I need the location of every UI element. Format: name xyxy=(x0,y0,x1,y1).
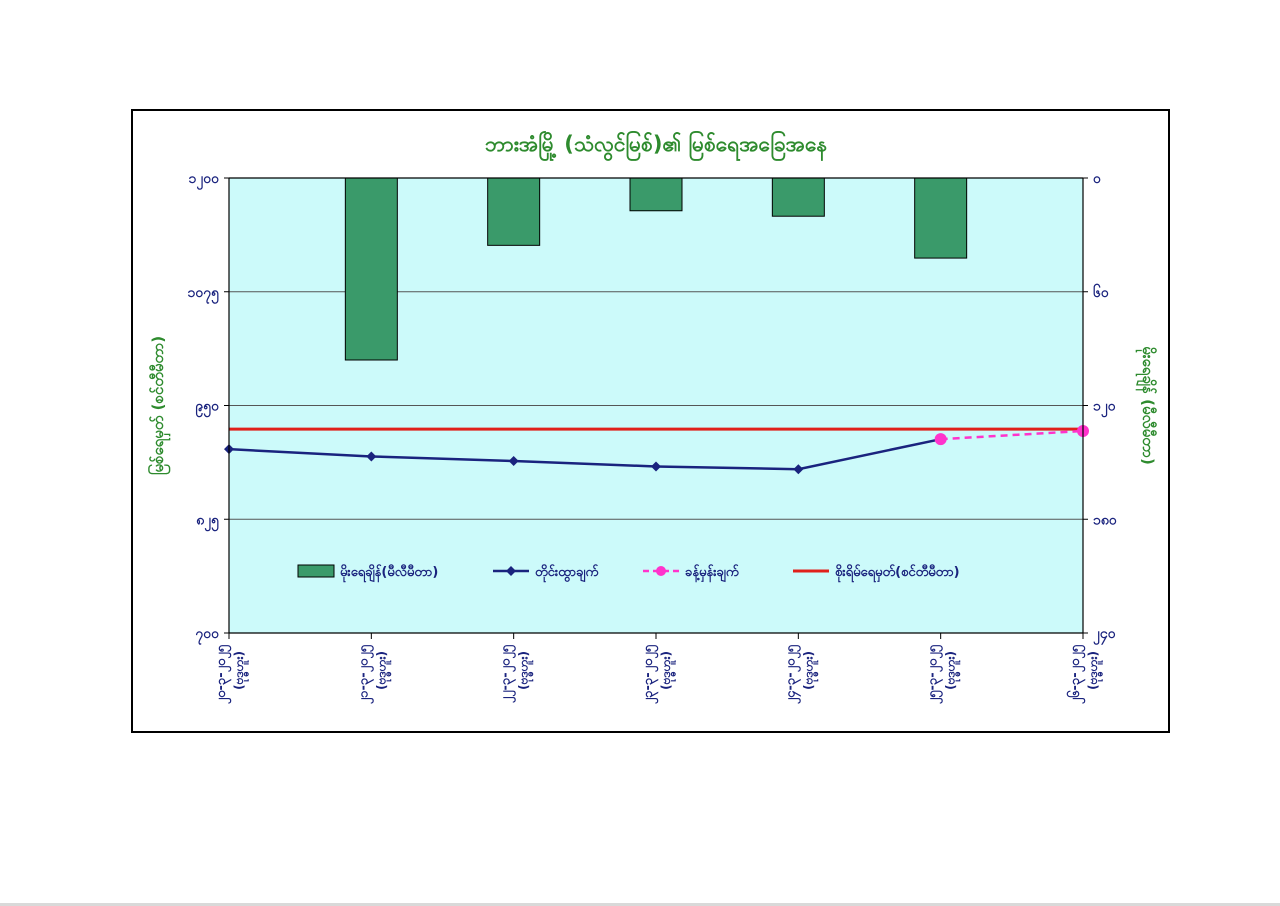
measured-point xyxy=(366,451,377,462)
category-day: (ဗုဒ္ဓဟူး) xyxy=(374,651,392,690)
y-left-tick-label: ၁၀၇၅ xyxy=(188,285,221,304)
category-day: (ဗုဒ္ဓဟူး) xyxy=(801,651,819,690)
y-left-tick-label: ၇၀၀ xyxy=(195,626,220,645)
rainfall-bar xyxy=(344,177,398,361)
category-label: ၂၁-၃-၂၀၂၅ (ဗုဒ္ဓဟူး) xyxy=(356,644,392,704)
category-date: ၂၅-၃-၂၀၂၅ xyxy=(926,644,944,704)
y-right-tick-label: ၁၂၀ xyxy=(1093,399,1117,418)
rainfall-bar xyxy=(914,177,968,259)
legend-marker xyxy=(656,566,666,576)
legend-item: စိုးရိမ်ရေမှတ်(စင်တီမီတာ) xyxy=(793,563,960,583)
y-right-tick-label: ၂၄၀ xyxy=(1093,626,1117,645)
category-label: ၂၆-၃-၂၀၂၅ (ဗုဒ္ဓဟူး) xyxy=(1066,644,1104,704)
legend: မိုးရေချိန်(မီလီမီတာ) တိုင်းထွာချက် ခန့်မှ… xyxy=(297,563,960,583)
axes xyxy=(224,177,1088,639)
category-date: ၂၆-၃-၂၀၂၅ xyxy=(1066,644,1086,704)
page-bottom-rule xyxy=(0,903,1280,906)
rainfall-bar xyxy=(487,177,541,246)
category-label: ၂၂-၃-၂၀၂၅ (ဗုဒ္ဓဟူး) xyxy=(499,644,535,703)
legend-item: တိုင်းထွာချက် xyxy=(493,563,598,583)
legend-label: စိုးရိမ်ရေမှတ်(စင်တီမီတာ) xyxy=(835,563,960,583)
forecast-point xyxy=(934,433,947,446)
rainfall-bar xyxy=(771,177,825,217)
y-left-tick-label: ၉၅၀ xyxy=(195,399,220,418)
legend-item: မိုးရေချိန်(မီလီမီတာ) xyxy=(297,563,438,583)
y-right-tick-label: ၁၈၀ xyxy=(1093,512,1118,528)
y-left-tick-label: ၁၂၀၀ xyxy=(188,171,220,190)
category-date: ၂၃-၃-၂၀၂၅ xyxy=(641,644,659,704)
legend-label: မိုးရေချိန်(မီလီမီတာ) xyxy=(340,563,438,583)
chart-frame: ၁၂၀၀ ၁၀၇၅ ၉၅၀ ၈၂၅ ၇၀၀၀၆၀ ၁၂၀ ၁၈၀ ၂၄၀ ၂၀-၃-၂၀၂၅(… xyxy=(131,109,1170,733)
rainfall-bar xyxy=(629,177,683,212)
legend-item: ခန့်မှန်းချက် xyxy=(643,563,739,583)
chart-title: ဘားအံမြို့ (သံလွင်မြစ်)၏ မြစ်ရေအခြေအနေ xyxy=(485,129,828,162)
measured-point xyxy=(651,461,661,472)
category-label: ၂၀-၃-၂၀၂၅ (ဗုဒ္ဓဟူး) xyxy=(214,644,250,704)
category-day: (ဗုဒ္ဓဟူး) xyxy=(232,651,250,690)
category-label: ၂၃-၃-၂၀၂၅ (ဗုဒ္ဓဟူး) xyxy=(641,644,677,704)
category-date: ၂၁-၃-၂၀၂၅ xyxy=(356,644,374,704)
y-right-tick-label: ၀ xyxy=(1093,171,1102,187)
legend-swatch-bar xyxy=(297,564,335,578)
category-labels: ၂၀-၃-၂၀၂၅ (ဗုဒ္ဓဟူး) ၂၁-၃-၂၀၂၅ (ဗုဒ္ဓဟူး) ၂၂… xyxy=(214,644,1104,704)
category-date: ၂၂-၃-၂၀၂၅ xyxy=(499,644,517,703)
category-date: ၂၄-၃-၂၀၂၅ xyxy=(783,644,801,704)
category-day: (ဗုဒ္ဓဟူး) xyxy=(944,651,962,690)
category-label: ၂၄-၃-၂၀၂၅ (ဗုဒ္ဓဟူး) xyxy=(783,644,819,704)
y-axis-left-label: မြစ်ရေမှတ် (စင်တီမီတာ) xyxy=(147,336,171,475)
measured-point xyxy=(793,464,804,475)
y-axis-right-label: မိုးရေချိန် (မီလီမီတာ) xyxy=(1135,346,1158,465)
y-right-tick-label: ၆၀ xyxy=(1093,284,1110,301)
measured-point xyxy=(508,456,519,467)
category-day: (ဗုဒ္ဓဟူး) xyxy=(659,651,677,690)
measured-line xyxy=(228,437,941,471)
category-day: (ဗုဒ္ဓဟူး) xyxy=(517,651,535,690)
legend-label: တိုင်းထွာချက် xyxy=(535,563,598,583)
legend-label: ခန့်မှန်းချက် xyxy=(685,563,739,583)
category-label: ၂၅-၃-၂၀၂၅ (ဗုဒ္ဓဟူး) xyxy=(926,644,962,704)
legend-marker xyxy=(506,566,516,576)
y-left-tick-label: ၈၂၅ xyxy=(196,512,220,531)
category-day: (ဗုဒ္ဓဟူး) xyxy=(1086,651,1104,690)
category-date: ၂၀-၃-၂၀၂၅ xyxy=(214,644,232,704)
